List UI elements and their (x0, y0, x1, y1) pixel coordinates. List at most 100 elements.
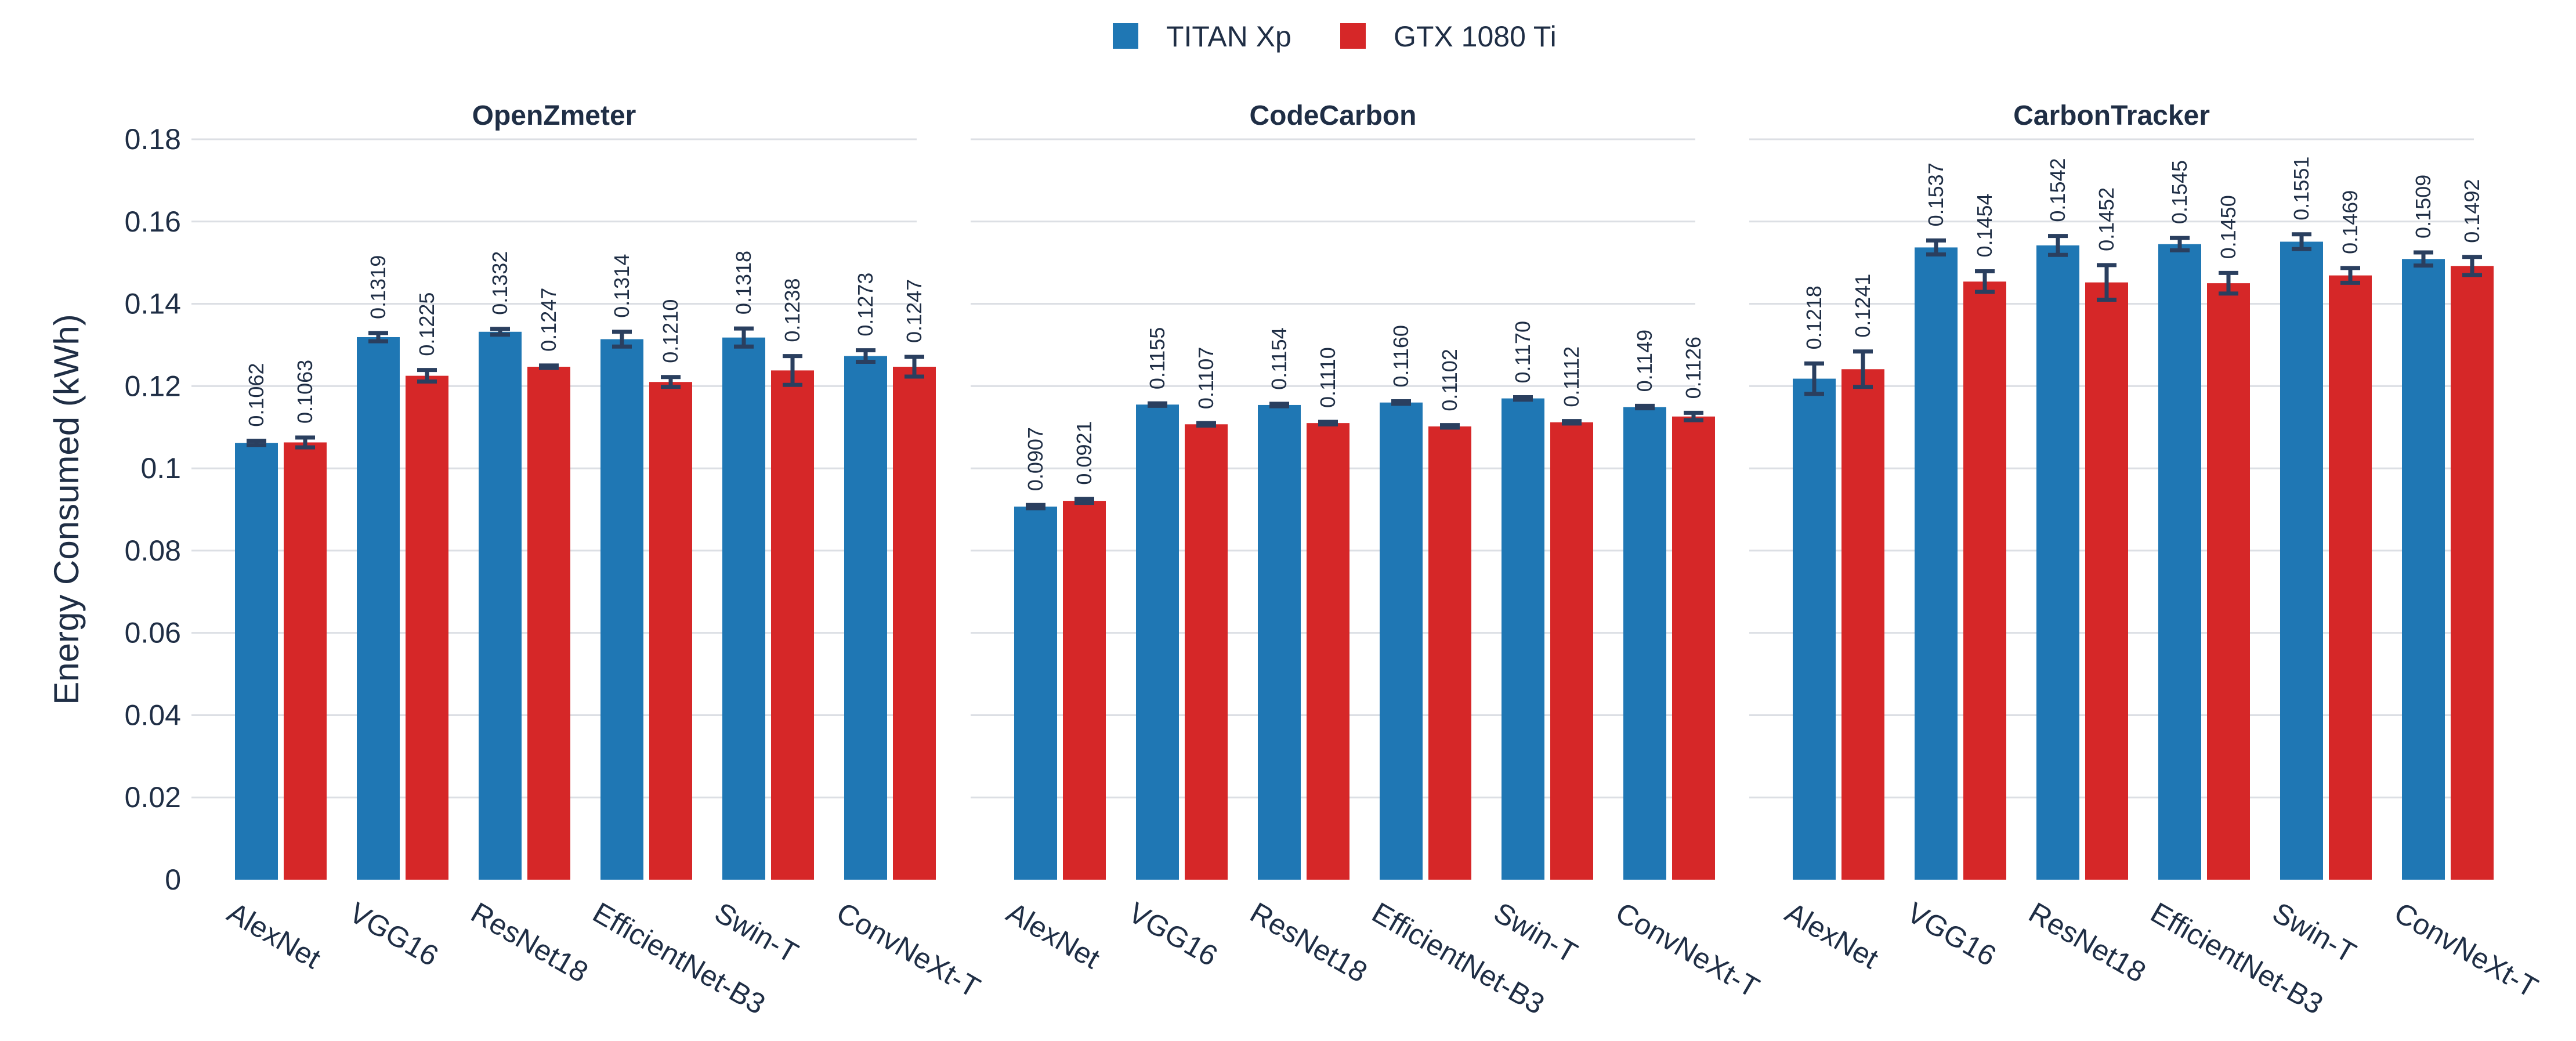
bar[interactable] (2402, 259, 2445, 880)
bar[interactable] (2280, 241, 2323, 880)
x-tick-label: ConvNeXt-T (2389, 896, 2544, 1004)
data-label: 0.1112 (1560, 346, 1583, 407)
data-label: 0.1454 (1973, 193, 1996, 257)
data-label: 0.1210 (659, 299, 682, 363)
x-tick-label: Swin-T (2267, 896, 2362, 969)
bar[interactable] (406, 375, 448, 880)
data-label: 0.1154 (1267, 327, 1291, 389)
data-label: 0.1542 (2046, 158, 2070, 222)
bar[interactable] (1550, 422, 1593, 880)
data-label: 0.1450 (2216, 195, 2240, 259)
y-tick-label: 0.02 (125, 781, 181, 814)
bar[interactable] (527, 367, 570, 880)
data-label: 0.1155 (1145, 327, 1169, 389)
y-tick-label: 0.16 (125, 205, 181, 238)
bar[interactable] (1915, 247, 1958, 880)
x-tick-label: AlexNet (222, 896, 327, 975)
data-label: 0.1537 (1924, 162, 1948, 226)
data-label: 0.1273 (853, 273, 877, 337)
data-label: 0.1126 (1681, 337, 1705, 399)
x-tick-label: Swin-T (710, 896, 804, 969)
y-tick-label: 0.18 (125, 123, 181, 156)
data-label: 0.1225 (415, 292, 439, 356)
data-label: 0.1509 (2411, 175, 2435, 238)
bar[interactable] (357, 337, 400, 880)
bar[interactable] (1307, 423, 1349, 880)
data-label: 0.1170 (1511, 321, 1535, 383)
data-label: 0.1218 (1802, 285, 1826, 349)
bar[interactable] (1841, 369, 1884, 880)
data-label: 0.1319 (366, 255, 390, 319)
bar[interactable] (2085, 282, 2128, 880)
data-label: 0.1062 (244, 363, 268, 427)
bar[interactable] (1793, 378, 1836, 880)
bar[interactable] (1963, 281, 2006, 880)
bar[interactable] (722, 337, 765, 880)
data-label: 0.1247 (902, 279, 926, 343)
bar[interactable] (1428, 426, 1471, 880)
x-tick-label: ResNet18 (466, 896, 594, 989)
y-tick-label: 0.12 (125, 370, 181, 402)
bar[interactable] (1063, 501, 1106, 880)
legend-label[interactable]: TITAN Xp (1166, 20, 1291, 53)
data-label: 0.1452 (2094, 187, 2118, 251)
y-tick-label: 0.14 (125, 288, 181, 320)
data-label: 0.0907 (1023, 427, 1047, 491)
bar[interactable] (2329, 275, 2372, 880)
data-label: 0.1314 (610, 254, 634, 318)
x-tick-label: ConvNeXt-T (831, 896, 986, 1004)
y-axis-label: Energy Consumed (kWh) (47, 314, 86, 705)
data-label: 0.1469 (2338, 190, 2362, 254)
data-label: 0.1545 (2168, 160, 2191, 224)
y-tick-label: 0 (165, 863, 181, 896)
bar[interactable] (2158, 244, 2201, 880)
x-tick-label: VGG16 (1902, 896, 2002, 973)
bar[interactable] (1672, 416, 1715, 880)
data-label: 0.1110 (1316, 347, 1340, 408)
bar[interactable] (2036, 245, 2079, 880)
data-label: 0.1238 (780, 278, 804, 342)
data-label: 0.1063 (293, 360, 317, 424)
bar[interactable] (1502, 398, 1544, 880)
y-tick-label: 0.06 (125, 617, 181, 649)
bar[interactable] (1136, 404, 1179, 880)
bar[interactable] (1258, 404, 1301, 880)
data-label: 0.1107 (1194, 347, 1218, 409)
panel-title: CodeCarbon (1250, 100, 1417, 131)
x-tick-label: ConvNeXt-T (1611, 896, 1765, 1004)
panel-title: CarbonTracker (2013, 100, 2210, 131)
bar[interactable] (1623, 407, 1666, 880)
bar[interactable] (479, 331, 522, 880)
bar[interactable] (844, 356, 887, 880)
data-label: 0.1102 (1438, 349, 1461, 411)
x-tick-label: VGG16 (1123, 896, 1223, 973)
bar[interactable] (2207, 283, 2250, 880)
bar[interactable] (771, 370, 814, 880)
legend-swatch[interactable] (1340, 23, 1366, 49)
panel-title: OpenZmeter (472, 100, 636, 131)
bar[interactable] (600, 339, 643, 880)
bar[interactable] (1380, 402, 1423, 880)
y-tick-label: 0.08 (125, 534, 181, 567)
data-label: 0.1160 (1389, 325, 1413, 387)
x-tick-label: Swin-T (1489, 896, 1583, 969)
bar[interactable] (2451, 266, 2494, 880)
data-label: 0.0921 (1072, 421, 1096, 485)
data-label: 0.1149 (1633, 330, 1656, 392)
data-label: 0.1241 (1851, 274, 1875, 338)
data-label: 0.1332 (488, 251, 512, 315)
y-tick-label: 0.1 (140, 452, 181, 485)
bar[interactable] (235, 443, 278, 880)
legend-label[interactable]: GTX 1080 Ti (1394, 20, 1557, 53)
bar[interactable] (284, 442, 327, 880)
y-tick-label: 0.04 (125, 699, 181, 731)
bar[interactable] (1185, 424, 1228, 880)
legend-swatch[interactable] (1113, 23, 1138, 49)
bar[interactable] (1014, 507, 1057, 880)
bar[interactable] (893, 367, 936, 880)
bar[interactable] (649, 382, 692, 880)
data-label: 0.1247 (537, 288, 560, 352)
x-tick-label: AlexNet (1780, 896, 1884, 975)
data-label: 0.1318 (732, 251, 755, 315)
